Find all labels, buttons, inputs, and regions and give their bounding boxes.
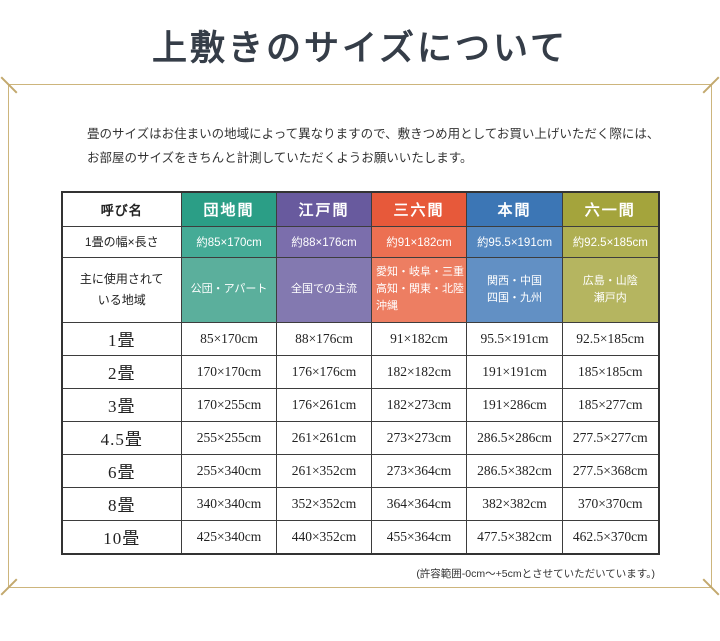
tatami-size-table: 呼び名 団地間 江戸間 三六間 本間 六一間 1畳の幅×長さ 約85×170cm… xyxy=(60,190,660,555)
size-value: 440×352cm xyxy=(276,519,372,555)
size-value: 255×255cm xyxy=(181,420,277,455)
page-title: 上敷きのサイズについて xyxy=(152,29,568,68)
intro-text: 畳のサイズはお住まいの地域によって異なりますので、敷きつめ用としてお買い上げいた… xyxy=(9,85,711,171)
size-value: 455×364cm xyxy=(371,519,467,555)
column-header-edoma: 江戸間 xyxy=(276,191,372,227)
row-label: 10畳 xyxy=(61,519,182,555)
size-value: 182×273cm xyxy=(371,387,467,422)
size-value: 340×340cm xyxy=(181,486,277,521)
region-cell: 全国での主流 xyxy=(276,256,372,323)
table-row-4-5jo: 4.5畳 255×255cm 261×261cm 273×273cm 286.5… xyxy=(61,420,659,455)
table-row-10jo: 10畳 425×340cm 440×352cm 455×364cm 477.5×… xyxy=(61,519,659,555)
frame-corner-bottom-right-icon xyxy=(702,578,720,596)
column-header-danchima: 団地間 xyxy=(181,191,277,227)
column-header-honma: 本間 xyxy=(466,191,563,227)
size-value: 286.5×382cm xyxy=(466,453,563,488)
size-value: 95.5×191cm xyxy=(466,321,563,356)
size-value: 176×261cm xyxy=(276,387,372,422)
size-value: 277.5×277cm xyxy=(562,420,659,455)
size-value: 91×182cm xyxy=(371,321,467,356)
size-value: 170×255cm xyxy=(181,387,277,422)
size-value: 191×191cm xyxy=(466,354,563,389)
mat-size-cell: 約95.5×191cm xyxy=(466,225,563,258)
corner-header: 呼び名 xyxy=(61,191,182,227)
size-value: 185×185cm xyxy=(562,354,659,389)
mat-size-cell: 約91×182cm xyxy=(371,225,467,258)
region-row: 主に使用されて いる地域 公団・アパート 全国での主流 愛知・岐阜・三重 高知・… xyxy=(61,256,659,323)
column-header-rokuichima: 六一間 xyxy=(562,191,659,227)
content-frame: 畳のサイズはお住まいの地域によって異なりますので、敷きつめ用としてお買い上げいた… xyxy=(0,76,720,596)
size-value: 462.5×370cm xyxy=(562,519,659,555)
size-value: 364×364cm xyxy=(371,486,467,521)
size-value: 261×352cm xyxy=(276,453,372,488)
size-value: 273×364cm xyxy=(371,453,467,488)
size-value: 273×273cm xyxy=(371,420,467,455)
row-label-mat-size: 1畳の幅×長さ xyxy=(61,225,182,258)
size-value: 170×170cm xyxy=(181,354,277,389)
mat-size-cell: 約85×170cm xyxy=(181,225,277,258)
size-value: 85×170cm xyxy=(181,321,277,356)
row-label: 8畳 xyxy=(61,486,182,521)
region-cell: 広島・山陰 瀬戸内 xyxy=(562,256,659,323)
mat-size-cell: 約92.5×185cm xyxy=(562,225,659,258)
intro-line-2: お部屋のサイズをきちんと計測していただくようお願いいたします。 xyxy=(87,151,473,166)
size-value: 255×340cm xyxy=(181,453,277,488)
size-value: 191×286cm xyxy=(466,387,563,422)
size-value: 477.5×382cm xyxy=(466,519,563,555)
row-label: 3畳 xyxy=(61,387,182,422)
table-row-8jo: 8畳 340×340cm 352×352cm 364×364cm 382×382… xyxy=(61,486,659,521)
intro-line-1: 畳のサイズはお住まいの地域によって異なりますので、敷きつめ用としてお買い上げいた… xyxy=(87,127,660,141)
size-value: 176×176cm xyxy=(276,354,372,389)
size-value: 185×277cm xyxy=(562,387,659,422)
row-label-region: 主に使用されて いる地域 xyxy=(61,256,182,323)
size-value: 92.5×185cm xyxy=(562,321,659,356)
column-header-sanrokuma: 三六間 xyxy=(371,191,467,227)
header-row: 呼び名 団地間 江戸間 三六間 本間 六一間 xyxy=(61,191,659,227)
region-cell: 関西・中国 四国・九州 xyxy=(466,256,563,323)
region-cell: 公団・アパート xyxy=(181,256,277,323)
mat-size-row: 1畳の幅×長さ 約85×170cm 約88×176cm 約91×182cm 約9… xyxy=(61,225,659,258)
mat-size-cell: 約88×176cm xyxy=(276,225,372,258)
size-value: 182×182cm xyxy=(371,354,467,389)
size-value: 277.5×368cm xyxy=(562,453,659,488)
size-value: 382×382cm xyxy=(466,486,563,521)
size-value: 352×352cm xyxy=(276,486,372,521)
table-row-3jo: 3畳 170×255cm 176×261cm 182×273cm 191×286… xyxy=(61,387,659,422)
size-value: 88×176cm xyxy=(276,321,372,356)
size-value: 261×261cm xyxy=(276,420,372,455)
size-value: 370×370cm xyxy=(562,486,659,521)
tolerance-note: (許容範囲-0cm～+5cmとさせていただいています。) xyxy=(416,567,655,580)
table-row-2jo: 2畳 170×170cm 176×176cm 182×182cm 191×191… xyxy=(61,354,659,389)
row-label: 4.5畳 xyxy=(61,420,182,455)
region-cell: 愛知・岐阜・三重 高知・関東・北陸 沖縄 xyxy=(371,256,467,323)
size-value: 425×340cm xyxy=(181,519,277,555)
table-row-6jo: 6畳 255×340cm 261×352cm 273×364cm 286.5×3… xyxy=(61,453,659,488)
row-label: 6畳 xyxy=(61,453,182,488)
frame-corner-bottom-left-icon xyxy=(0,578,18,596)
row-label: 2畳 xyxy=(61,354,182,389)
row-label: 1畳 xyxy=(61,321,182,356)
table-row-1jo: 1畳 85×170cm 88×176cm 91×182cm 95.5×191cm… xyxy=(61,321,659,356)
size-value: 286.5×286cm xyxy=(466,420,563,455)
